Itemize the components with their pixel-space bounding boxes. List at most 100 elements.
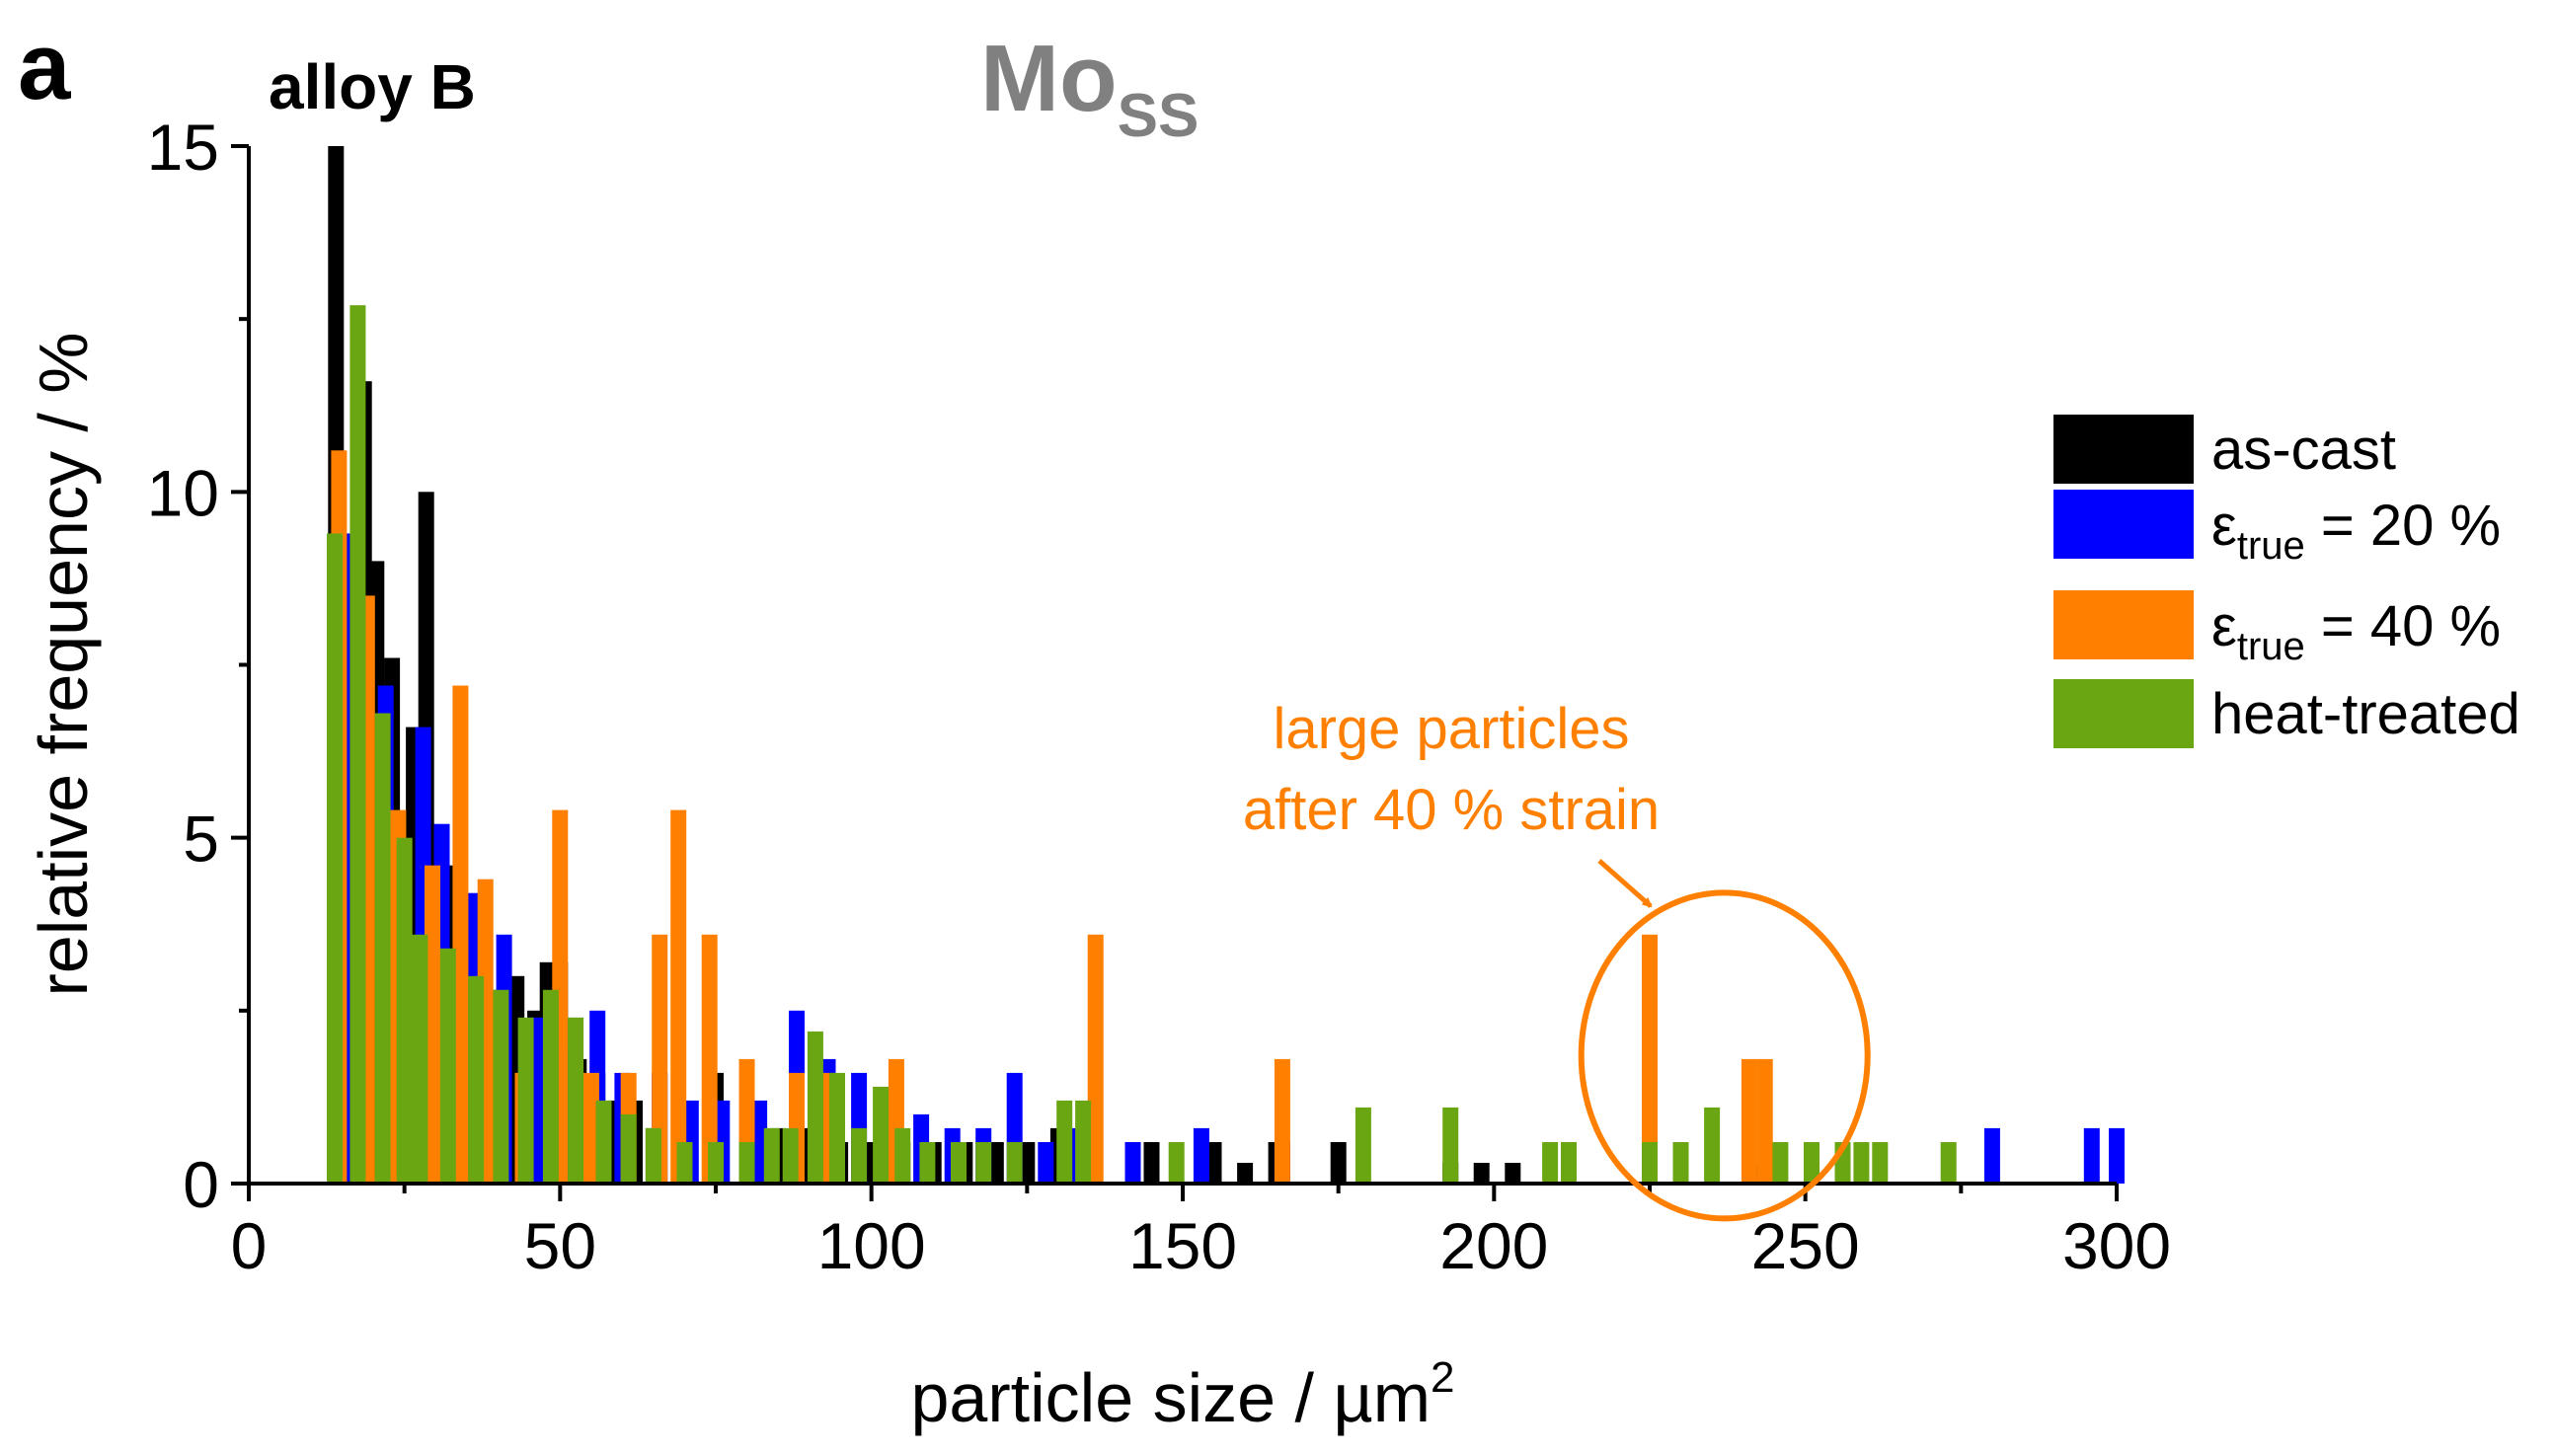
x-tick-label: 50 [524,1209,596,1282]
x-tick-label: 150 [1128,1209,1237,1282]
bar-heat-treated-32 [1442,1107,1459,1184]
bar-as-cast-32 [1019,1142,1036,1184]
bar-heat-treated-42 [1872,1142,1889,1184]
x-tick-label: 100 [817,1209,926,1282]
bar-heat-treated-6 [468,975,485,1184]
legend-swatch-heat-treated [2053,679,2194,748]
bar-heat-treated-19 [807,1031,823,1184]
bar-heat-treated-33 [1542,1142,1559,1184]
y-tick-label: 5 [183,803,219,876]
bar--true-20--13 [751,1100,768,1184]
bar-heat-treated-20 [829,1072,845,1184]
bar--true-20--24 [1124,1142,1141,1184]
bar-heat-treated-23 [894,1127,911,1184]
legend-label-heat-treated: heat-treated [2211,682,2520,746]
bar-as-cast-41 [1473,1163,1490,1184]
annotation-line-1: large particles [1273,697,1629,761]
bar-heat-treated-11 [595,1100,612,1184]
bar-heat-treated-22 [873,1086,890,1184]
bar-as-cast-37 [1237,1163,1254,1184]
x-axis-title: particle size / µm2 [910,1353,1454,1436]
bar--true-40--10 [652,934,668,1184]
y-tick-label: 15 [147,111,219,184]
panel-label: a [18,14,71,119]
annotation-arrow [1597,859,1653,908]
bar-as-cast-31 [987,1142,1004,1184]
x-tick-label: 300 [2062,1209,2171,1282]
legend-swatch-as-cast [2053,415,2194,484]
bar--true-40--12 [701,934,718,1184]
bar--true-40--11 [670,809,687,1184]
bar-heat-treated-28 [1056,1100,1073,1184]
bar--true-40--20 [1741,1058,1757,1184]
bar--true-20--28 [2083,1127,2100,1184]
bar--true-40--4 [452,685,469,1184]
bar-heat-treated-41 [1853,1142,1870,1184]
legend-swatch-strain-40 [2053,590,2194,659]
bar-heat-treated-39 [1804,1142,1819,1184]
bar-heat-treated-0 [327,533,343,1184]
bar--true-20--27 [1983,1127,2000,1184]
bar-heat-treated-3 [396,837,413,1184]
x-tick-label: 250 [1751,1209,1860,1282]
annotation-ellipse [1578,889,1871,1222]
bar-heat-treated-24 [919,1142,936,1184]
bar--true-20--29 [2109,1127,2125,1184]
x-tick-label: 0 [231,1209,268,1282]
bar-as-cast-36 [1205,1142,1222,1184]
bar--true-40--21 [1756,1058,1773,1184]
legend-label-strain-20: εtrue = 20 % [2211,494,2501,568]
bar--true-40--18 [1274,1058,1290,1184]
y-tick-label: 0 [183,1148,219,1221]
bar-heat-treated-12 [620,1113,637,1184]
y-axis-title: relative frequency / % [25,332,102,996]
bar-heat-treated-15 [708,1142,724,1184]
bar-heat-treated-7 [493,989,509,1184]
bar-heat-treated-17 [763,1127,780,1184]
bar-heat-treated-13 [645,1127,661,1184]
bar-heat-treated-25 [951,1142,967,1184]
bar-heat-treated-26 [975,1142,992,1184]
bar-heat-treated-2 [374,713,391,1184]
bars-layer [327,146,2125,1184]
bar-heat-treated-14 [676,1142,693,1184]
annotation-line-2: after 40 % strain [1243,778,1660,842]
bar-heat-treated-10 [568,1017,584,1184]
alloy-label: alloy B [269,51,476,122]
ticks: 0 50 100 150 200 250 300 0 5 10 15 [147,111,2171,1282]
bar--true-40--8 [582,1072,599,1184]
bar--true-20--25 [1193,1127,1209,1184]
bar-heat-treated-37 [1704,1107,1721,1184]
bar-heat-treated-8 [517,1017,534,1184]
x-tick-label: 200 [1439,1209,1548,1282]
bar-heat-treated-36 [1672,1142,1689,1184]
bar-heat-treated-34 [1561,1142,1577,1184]
bar-heat-treated-30 [1168,1142,1185,1184]
bar-heat-treated-31 [1355,1107,1371,1184]
bar-as-cast-42 [1505,1163,1521,1184]
bar-heat-treated-38 [1772,1142,1789,1184]
legend: as-cast εtrue = 20 % εtrue = 40 % heat-t… [2053,415,2520,748]
bar-heat-treated-18 [782,1127,799,1184]
bar--true-40--17 [1087,934,1104,1184]
legend-swatch-strain-20 [2053,490,2194,559]
bar-heat-treated-21 [851,1127,868,1184]
bar-heat-treated-43 [1940,1142,1957,1184]
bar-as-cast-35 [1143,1142,1160,1184]
bar-as-cast-39 [1330,1142,1347,1184]
bar-heat-treated-16 [738,1142,755,1184]
bar-heat-treated-27 [1006,1142,1023,1184]
bar--true-40--19 [1642,934,1658,1184]
annotation: large particles after 40 % strain [1243,697,1871,1222]
legend-label-strain-40: εtrue = 40 % [2211,594,2501,668]
bar--true-20--22 [1038,1142,1054,1184]
bar-heat-treated-29 [1075,1100,1092,1184]
bar-heat-treated-5 [439,948,456,1184]
bar-heat-treated-4 [412,934,428,1184]
bar-heat-treated-9 [542,989,559,1184]
bar-heat-treated-35 [1642,1142,1658,1184]
y-tick-label: 10 [147,456,219,529]
bar--true-40--3 [425,865,440,1184]
phase-label: MoSS [980,26,1199,150]
